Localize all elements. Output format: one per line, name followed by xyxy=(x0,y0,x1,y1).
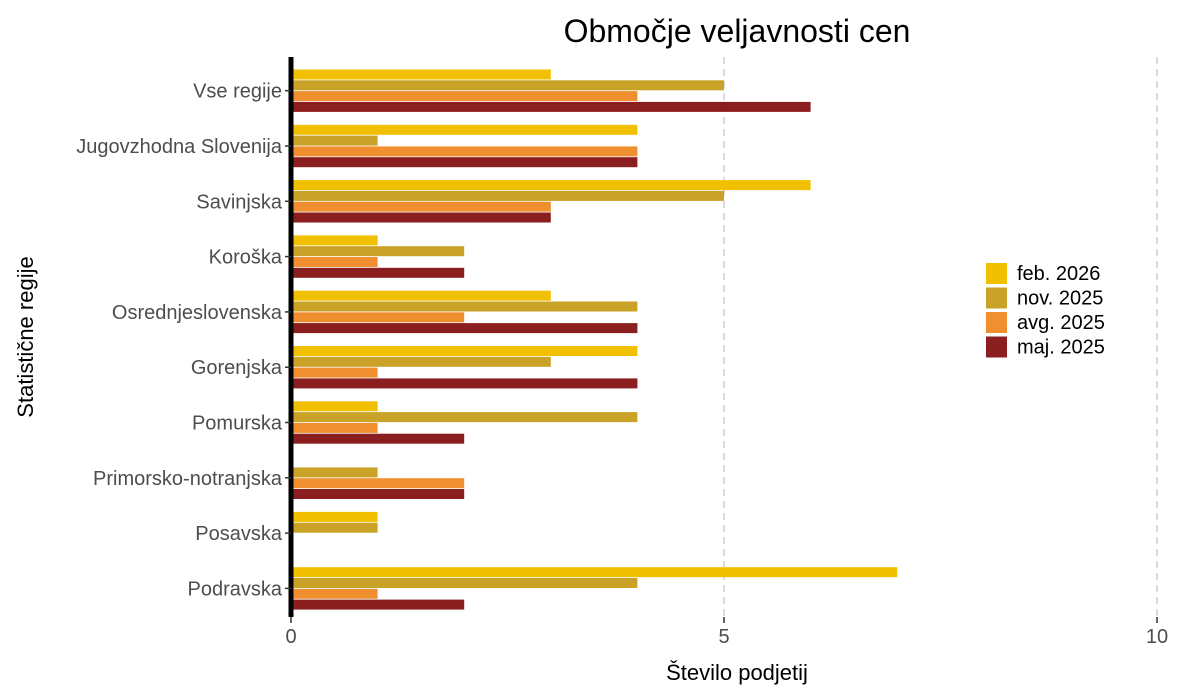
y-tick-label: Savinjska xyxy=(196,191,282,213)
bar xyxy=(291,101,811,112)
y-tick-label: Pomurska xyxy=(192,413,283,435)
x-tick-label: 10 xyxy=(1146,626,1168,648)
y-tick-label: Gorenjska xyxy=(191,357,283,379)
bar xyxy=(291,246,465,257)
bar xyxy=(291,146,638,157)
bar xyxy=(291,212,551,223)
bar xyxy=(291,511,378,522)
y-tick-label: Podravska xyxy=(188,578,283,600)
bars xyxy=(291,69,898,610)
bar xyxy=(291,323,638,334)
y-tick-label: Vse regije xyxy=(193,81,282,103)
x-axis-ticks: 0 5 10 xyxy=(285,617,1168,648)
y-tick-label: Jugovzhodna Slovenija xyxy=(76,136,283,158)
bar xyxy=(291,290,551,301)
legend-label: feb. 2026 xyxy=(1017,263,1100,285)
y-tick-label: Posavska xyxy=(195,523,283,545)
legend-key xyxy=(986,287,1007,309)
legend-label: nov. 2025 xyxy=(1017,288,1103,310)
bar xyxy=(291,422,378,433)
grid-lines xyxy=(723,57,1158,617)
bar xyxy=(291,412,638,423)
bar xyxy=(291,235,378,246)
legend-label: avg. 2025 xyxy=(1017,312,1105,334)
bar xyxy=(291,378,638,389)
bar xyxy=(291,401,378,412)
bar xyxy=(291,578,638,588)
legend-key xyxy=(986,263,1007,284)
bar xyxy=(291,157,638,168)
bar xyxy=(291,588,378,599)
legend-key xyxy=(986,336,1007,358)
y-tick-label: Osrednjeslovenska xyxy=(112,302,283,324)
bar xyxy=(291,135,378,146)
bar xyxy=(291,124,638,135)
bar xyxy=(291,201,551,212)
bar xyxy=(291,257,378,267)
bar xyxy=(291,69,551,80)
bar xyxy=(291,91,638,102)
bar xyxy=(291,267,465,278)
bar xyxy=(291,80,724,91)
bar xyxy=(291,312,465,323)
chart-title: Območje veljavnosti cen xyxy=(564,13,911,49)
y-axis-ticks: Vse regije Jugovzhodna Slovenija Savinjska… xyxy=(76,81,291,600)
bar xyxy=(291,567,898,578)
bar xyxy=(291,367,378,378)
bar xyxy=(291,433,465,444)
bar xyxy=(291,489,465,499)
bar xyxy=(291,356,551,367)
bar xyxy=(291,599,465,610)
bar xyxy=(291,190,724,201)
legend-key xyxy=(986,312,1007,333)
bar xyxy=(291,467,378,478)
legend-label: maj. 2025 xyxy=(1017,337,1105,359)
bar xyxy=(291,346,638,356)
y-tick-label: Koroška xyxy=(209,247,283,269)
x-axis-title: Število podjetij xyxy=(666,660,808,685)
bar xyxy=(291,478,465,489)
bar xyxy=(291,301,638,312)
bar xyxy=(291,180,811,191)
y-axis-title: Statistične regije xyxy=(13,256,38,417)
y-tick-label: Primorsko-notranjska xyxy=(93,468,283,490)
x-tick-label: 0 xyxy=(285,626,296,648)
bar xyxy=(291,522,378,533)
x-tick-label: 5 xyxy=(718,626,729,648)
